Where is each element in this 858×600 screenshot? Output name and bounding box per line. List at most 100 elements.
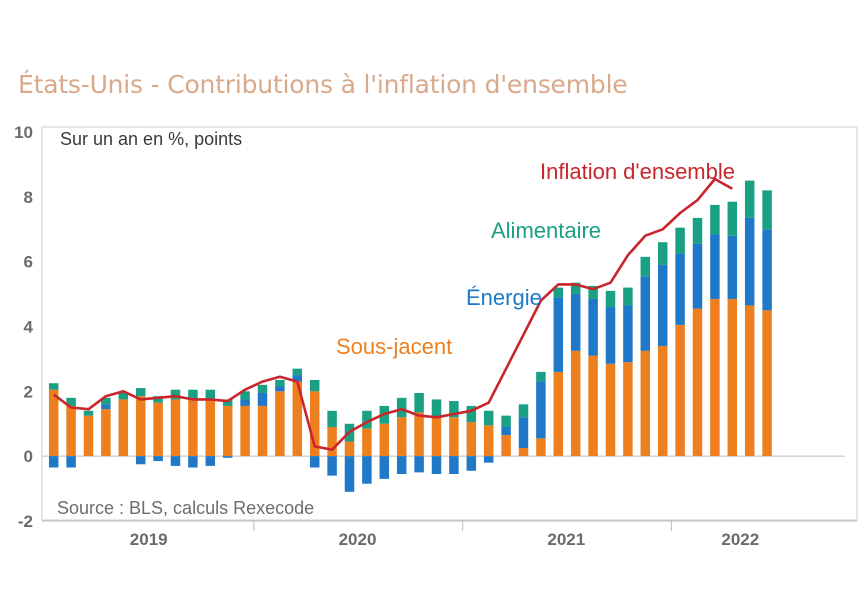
y-tick-label: -2 — [18, 512, 33, 531]
bar-core — [153, 402, 163, 457]
bar-food — [518, 404, 529, 418]
bar-energy — [344, 456, 355, 492]
bar-energy — [640, 276, 651, 351]
bar-energy — [153, 456, 163, 462]
bar-energy — [536, 381, 546, 439]
y-tick-label: 10 — [14, 123, 33, 142]
bar-core — [66, 405, 76, 457]
bar-core — [170, 399, 181, 457]
bar-energy — [449, 456, 459, 474]
bar-food — [66, 397, 76, 406]
bar-core — [553, 371, 564, 457]
bar-food — [762, 190, 772, 230]
bar-core — [414, 412, 424, 457]
bar-energy — [692, 243, 703, 309]
bar-core — [101, 409, 111, 457]
bar-energy — [396, 456, 407, 474]
bar-energy — [48, 456, 59, 468]
bar-food — [83, 410, 94, 416]
bar-core — [362, 428, 372, 457]
bar-core — [710, 298, 720, 457]
y-tick-label: 8 — [24, 188, 33, 207]
bar-food — [362, 410, 372, 429]
bar-energy — [275, 386, 285, 392]
bar-energy — [257, 392, 268, 406]
bar-energy — [570, 294, 581, 351]
x-tick-label: 2020 — [339, 530, 377, 549]
bar-energy — [414, 456, 424, 473]
bar-food — [101, 397, 111, 405]
annotation-core: Sous-jacent — [336, 334, 453, 359]
bar-energy — [431, 456, 442, 474]
annotation-food: Alimentaire — [491, 218, 602, 243]
bar-food — [553, 287, 564, 298]
bars — [48, 180, 772, 492]
bar-energy — [483, 456, 494, 463]
plot-frame — [41, 126, 858, 521]
bar-food — [396, 397, 407, 418]
bar-core — [570, 350, 581, 457]
bar-food — [188, 389, 198, 400]
bar-core — [135, 396, 146, 457]
bar-core — [518, 448, 529, 457]
bar-core — [48, 389, 59, 457]
bar-energy — [205, 456, 216, 466]
bar-core — [640, 350, 651, 457]
bar-food — [292, 368, 303, 376]
annotation-headline: Inflation d'ensemble — [540, 159, 735, 184]
bar-core — [466, 422, 477, 457]
bar-food — [275, 379, 285, 387]
bar-food — [727, 201, 738, 236]
bar-food — [744, 180, 755, 218]
bar-core — [188, 399, 198, 457]
bar-energy — [135, 456, 146, 465]
bar-core — [327, 426, 337, 457]
bar-core — [657, 345, 668, 457]
x-tick-label: 2019 — [130, 530, 168, 549]
bar-core — [118, 399, 129, 457]
bar-food — [640, 256, 651, 277]
bar-core — [275, 391, 285, 457]
bar-food — [692, 217, 703, 244]
bar-energy — [553, 297, 564, 372]
bar-energy — [518, 417, 529, 449]
bar-food — [623, 287, 633, 306]
bar-core — [623, 362, 633, 457]
bar-core — [588, 355, 598, 457]
y-tick-label: 0 — [24, 447, 33, 466]
bar-core — [396, 417, 407, 457]
bar-energy — [727, 235, 738, 299]
bar-food — [431, 399, 442, 418]
bar-energy — [188, 456, 198, 468]
bar-food — [588, 285, 598, 299]
bar-core — [744, 305, 755, 457]
bar-food — [710, 204, 720, 235]
bar-energy — [501, 426, 511, 436]
bar-food — [222, 399, 233, 406]
bar-core — [605, 363, 616, 457]
bar-energy — [362, 456, 372, 484]
bar-core — [449, 417, 459, 457]
bar-food — [466, 405, 477, 423]
bar-food — [675, 227, 685, 254]
bar-core — [431, 417, 442, 457]
bar-food — [657, 242, 668, 265]
bar-core — [292, 381, 303, 457]
bar-energy — [327, 456, 337, 476]
bar-food — [240, 391, 250, 400]
bar-energy — [309, 456, 320, 468]
bar-core — [222, 405, 233, 457]
bar-energy — [222, 456, 233, 458]
bar-core — [501, 435, 511, 457]
bar-core — [309, 391, 320, 457]
bar-energy — [657, 264, 668, 346]
y-axis: -2 0 2 4 6 8 10 — [14, 123, 33, 531]
bar-energy — [66, 456, 76, 468]
bar-food — [483, 410, 494, 426]
chart-source: Source : BLS, calculs Rexecode — [57, 498, 315, 518]
bar-food — [414, 392, 424, 413]
bar-food — [605, 290, 616, 308]
x-tick-label: 2021 — [547, 530, 585, 549]
